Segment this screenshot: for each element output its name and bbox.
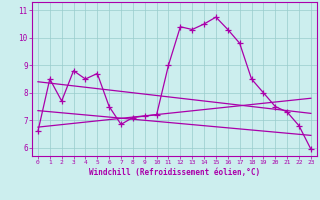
X-axis label: Windchill (Refroidissement éolien,°C): Windchill (Refroidissement éolien,°C)	[89, 168, 260, 177]
